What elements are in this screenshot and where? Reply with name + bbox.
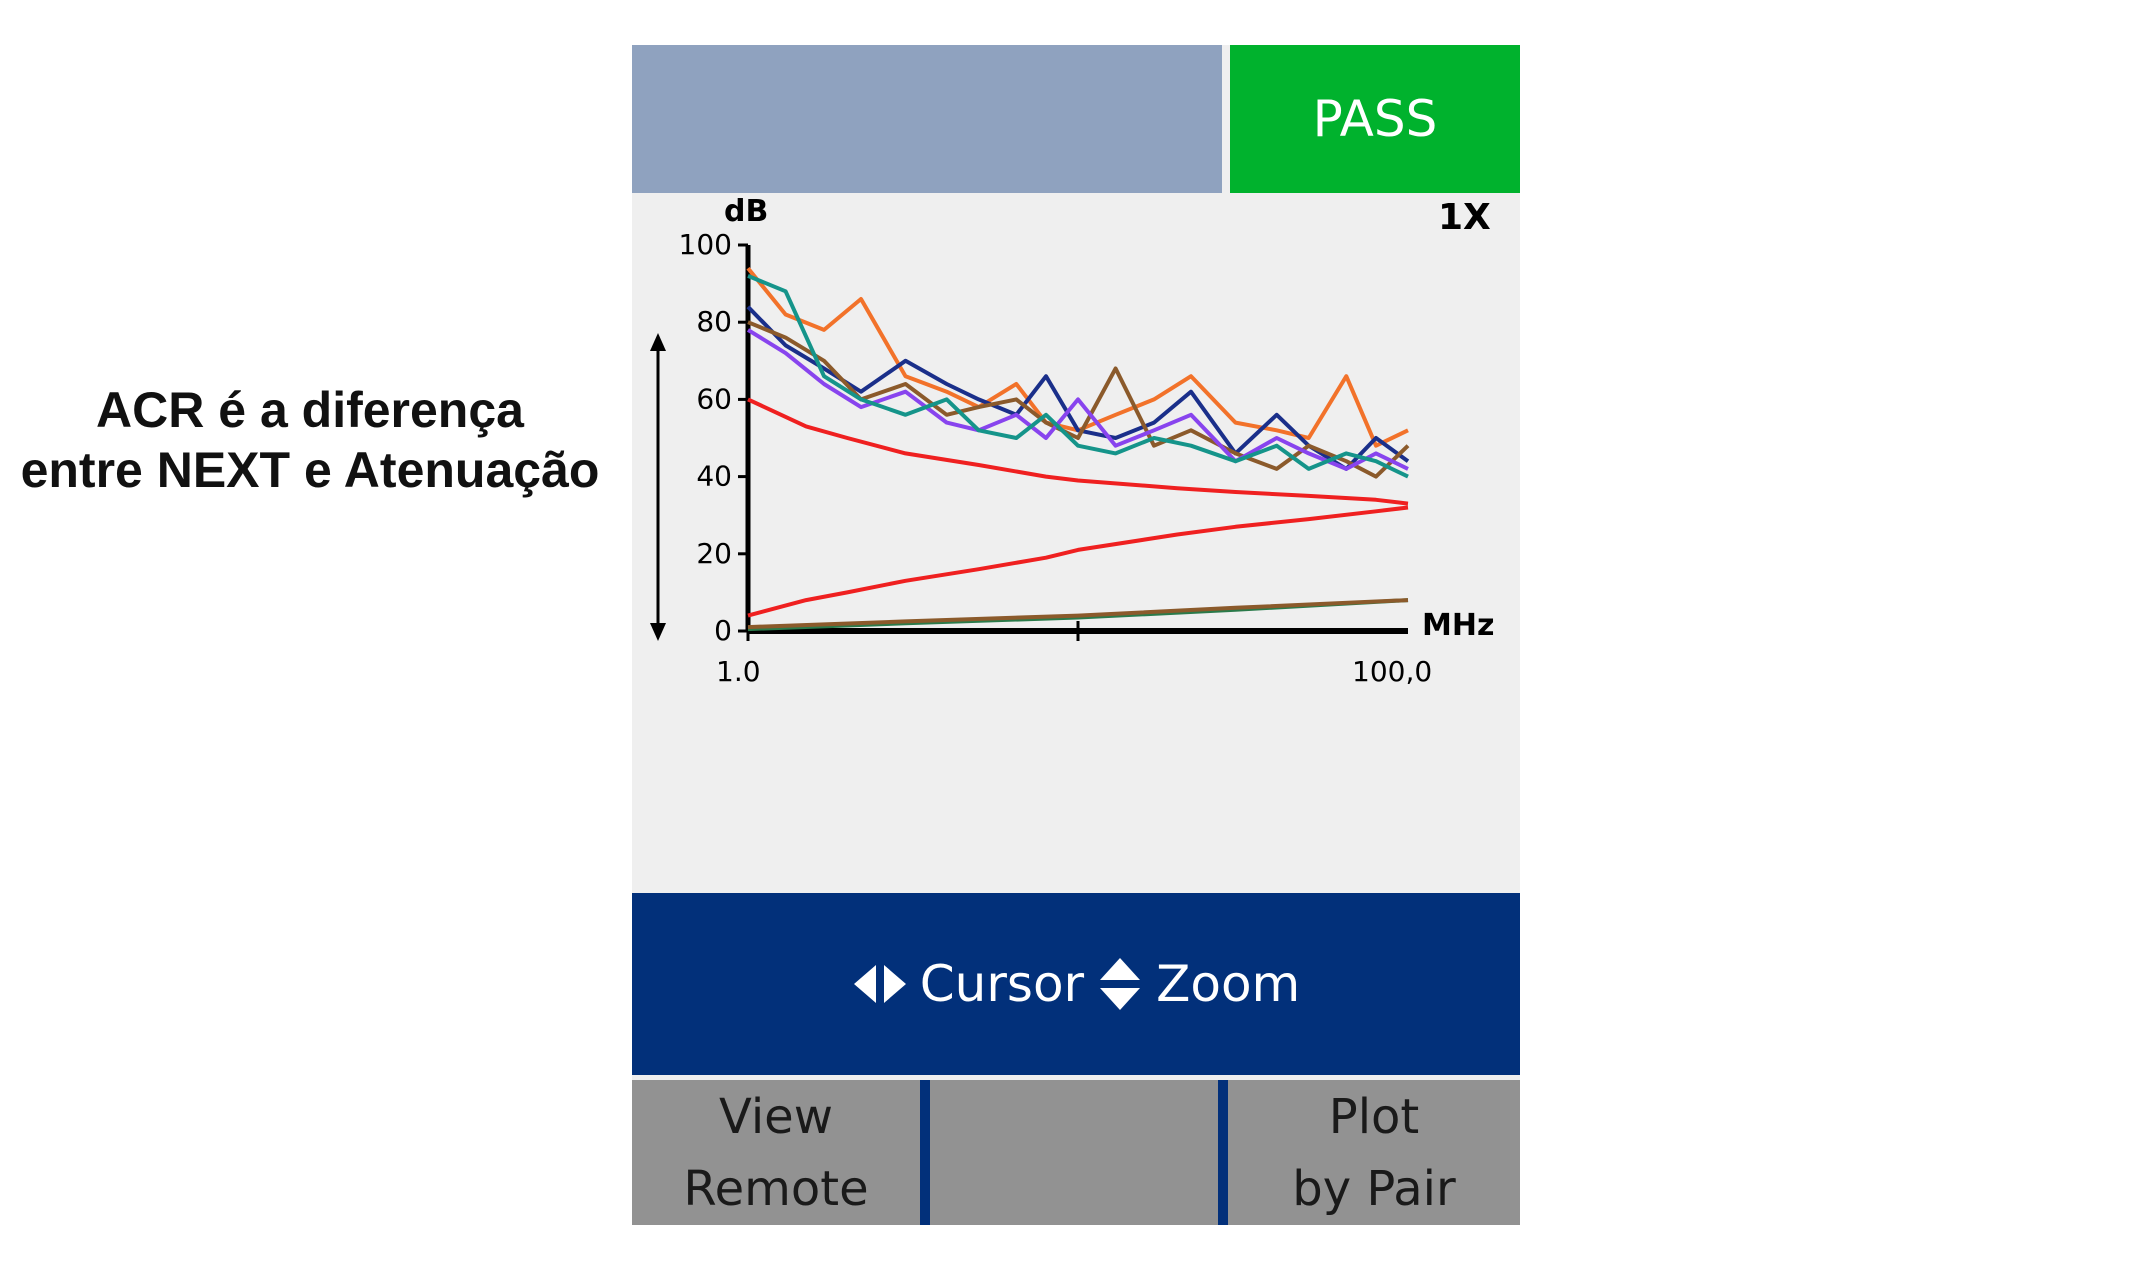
y-tick-label: 80 [696,305,732,338]
header-panel [632,45,1222,193]
acr-chart-area: 0 20 40 60 80 100 dB MHz 1.0 100,0 1X [632,193,1520,935]
cursor-zoom-bar[interactable]: Cursor Zoom [632,893,1520,1075]
y-tick-label: 0 [714,614,732,647]
plot-by-pair-softkey[interactable]: Plot by Pair [1228,1080,1520,1225]
blank-softkey[interactable] [930,1080,1218,1225]
softkey-bar: View Remote Plot by Pair [632,1080,1520,1225]
zoom-level-label: 1X [1438,197,1491,238]
softkey-1-line1: View [719,1088,833,1145]
series-line-3 [746,266,1409,448]
series-layer [746,266,1410,632]
y-tick-label: 40 [696,460,732,493]
x-tick-label-start: 1.0 [716,655,761,688]
pass-status-badge: PASS [1230,45,1520,193]
series-line-7 [747,274,1409,479]
caption-line-1: ACR é a diferença [96,382,524,438]
view-remote-softkey[interactable]: View Remote [632,1080,920,1225]
acr-range-arrow [650,333,666,641]
y-tick-label: 20 [696,537,732,570]
cursor-label: Cursor [919,955,1085,1013]
caption-line-2: entre NEXT e Atenuação [20,442,600,498]
softkey-3-line2: by Pair [1292,1160,1456,1217]
series-line-6 [746,328,1409,471]
series-line-9 [747,598,1409,630]
zoom-label: Zoom [1156,955,1301,1013]
softkey-1-line2: Remote [683,1160,869,1217]
series-line-2 [747,505,1409,618]
x-axis-label: MHz [1422,608,1494,643]
tester-screen: PASS 0 20 40 60 80 100 dB MHz 1.0 100,0 1X [632,45,1520,1225]
annotation-caption: ACR é a diferença entre NEXT e Atenuação [0,380,620,500]
acr-chart: 0 20 40 60 80 100 dB MHz 1.0 100,0 1X [650,194,1494,688]
x-tick-label-end: 100,0 [1352,655,1432,688]
series-line-1 [747,397,1409,506]
y-ticks: 0 20 40 60 80 100 [679,228,748,647]
y-tick-label: 100 [679,228,732,261]
up-down-arrows-icon [1100,958,1141,1010]
y-axis-label: dB [724,194,768,229]
left-right-arrows-icon [853,965,906,1003]
y-tick-label: 60 [696,382,732,415]
softkey-3-line1: Plot [1328,1088,1420,1145]
